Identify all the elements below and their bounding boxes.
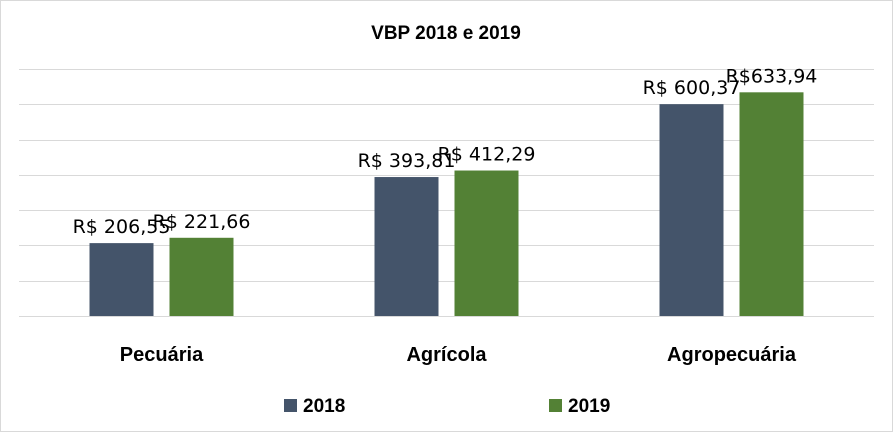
legend: 2018 2019 <box>284 396 610 417</box>
data-label: R$ 221,66 <box>153 211 251 233</box>
legend-label: 2018 <box>303 396 345 417</box>
data-label: R$ 600,37 <box>643 77 741 99</box>
bar-2018-1 <box>374 177 439 316</box>
legend-swatch <box>284 399 297 412</box>
data-labels: R$ 206,55R$ 221,66 R$ 393,81R$ 412,29 R$ 6… <box>73 65 818 238</box>
data-label: R$633,94 <box>726 65 818 87</box>
gridlines <box>19 69 874 317</box>
category-label: Agropecuária <box>667 344 797 366</box>
bar-2018-2 <box>659 104 724 317</box>
data-label: R$ 206,55 <box>73 216 171 238</box>
bar-2018-0 <box>89 243 154 316</box>
legend-label: 2019 <box>568 396 610 417</box>
category-labels: Pecuária Agrícola Agropecuária <box>120 344 797 366</box>
category-label: Pecuária <box>120 344 204 366</box>
bar-2019-0 <box>169 237 234 316</box>
bars <box>89 92 804 317</box>
chart-title: VBP 2018 e 2019 <box>371 23 521 44</box>
bar-2019-2 <box>739 92 804 316</box>
data-label: R$ 393,81 <box>358 150 456 172</box>
legend-swatch <box>549 399 562 412</box>
category-label: Agrícola <box>406 344 487 366</box>
data-label: R$ 412,29 <box>438 144 536 166</box>
bar-2019-1 <box>454 170 519 316</box>
